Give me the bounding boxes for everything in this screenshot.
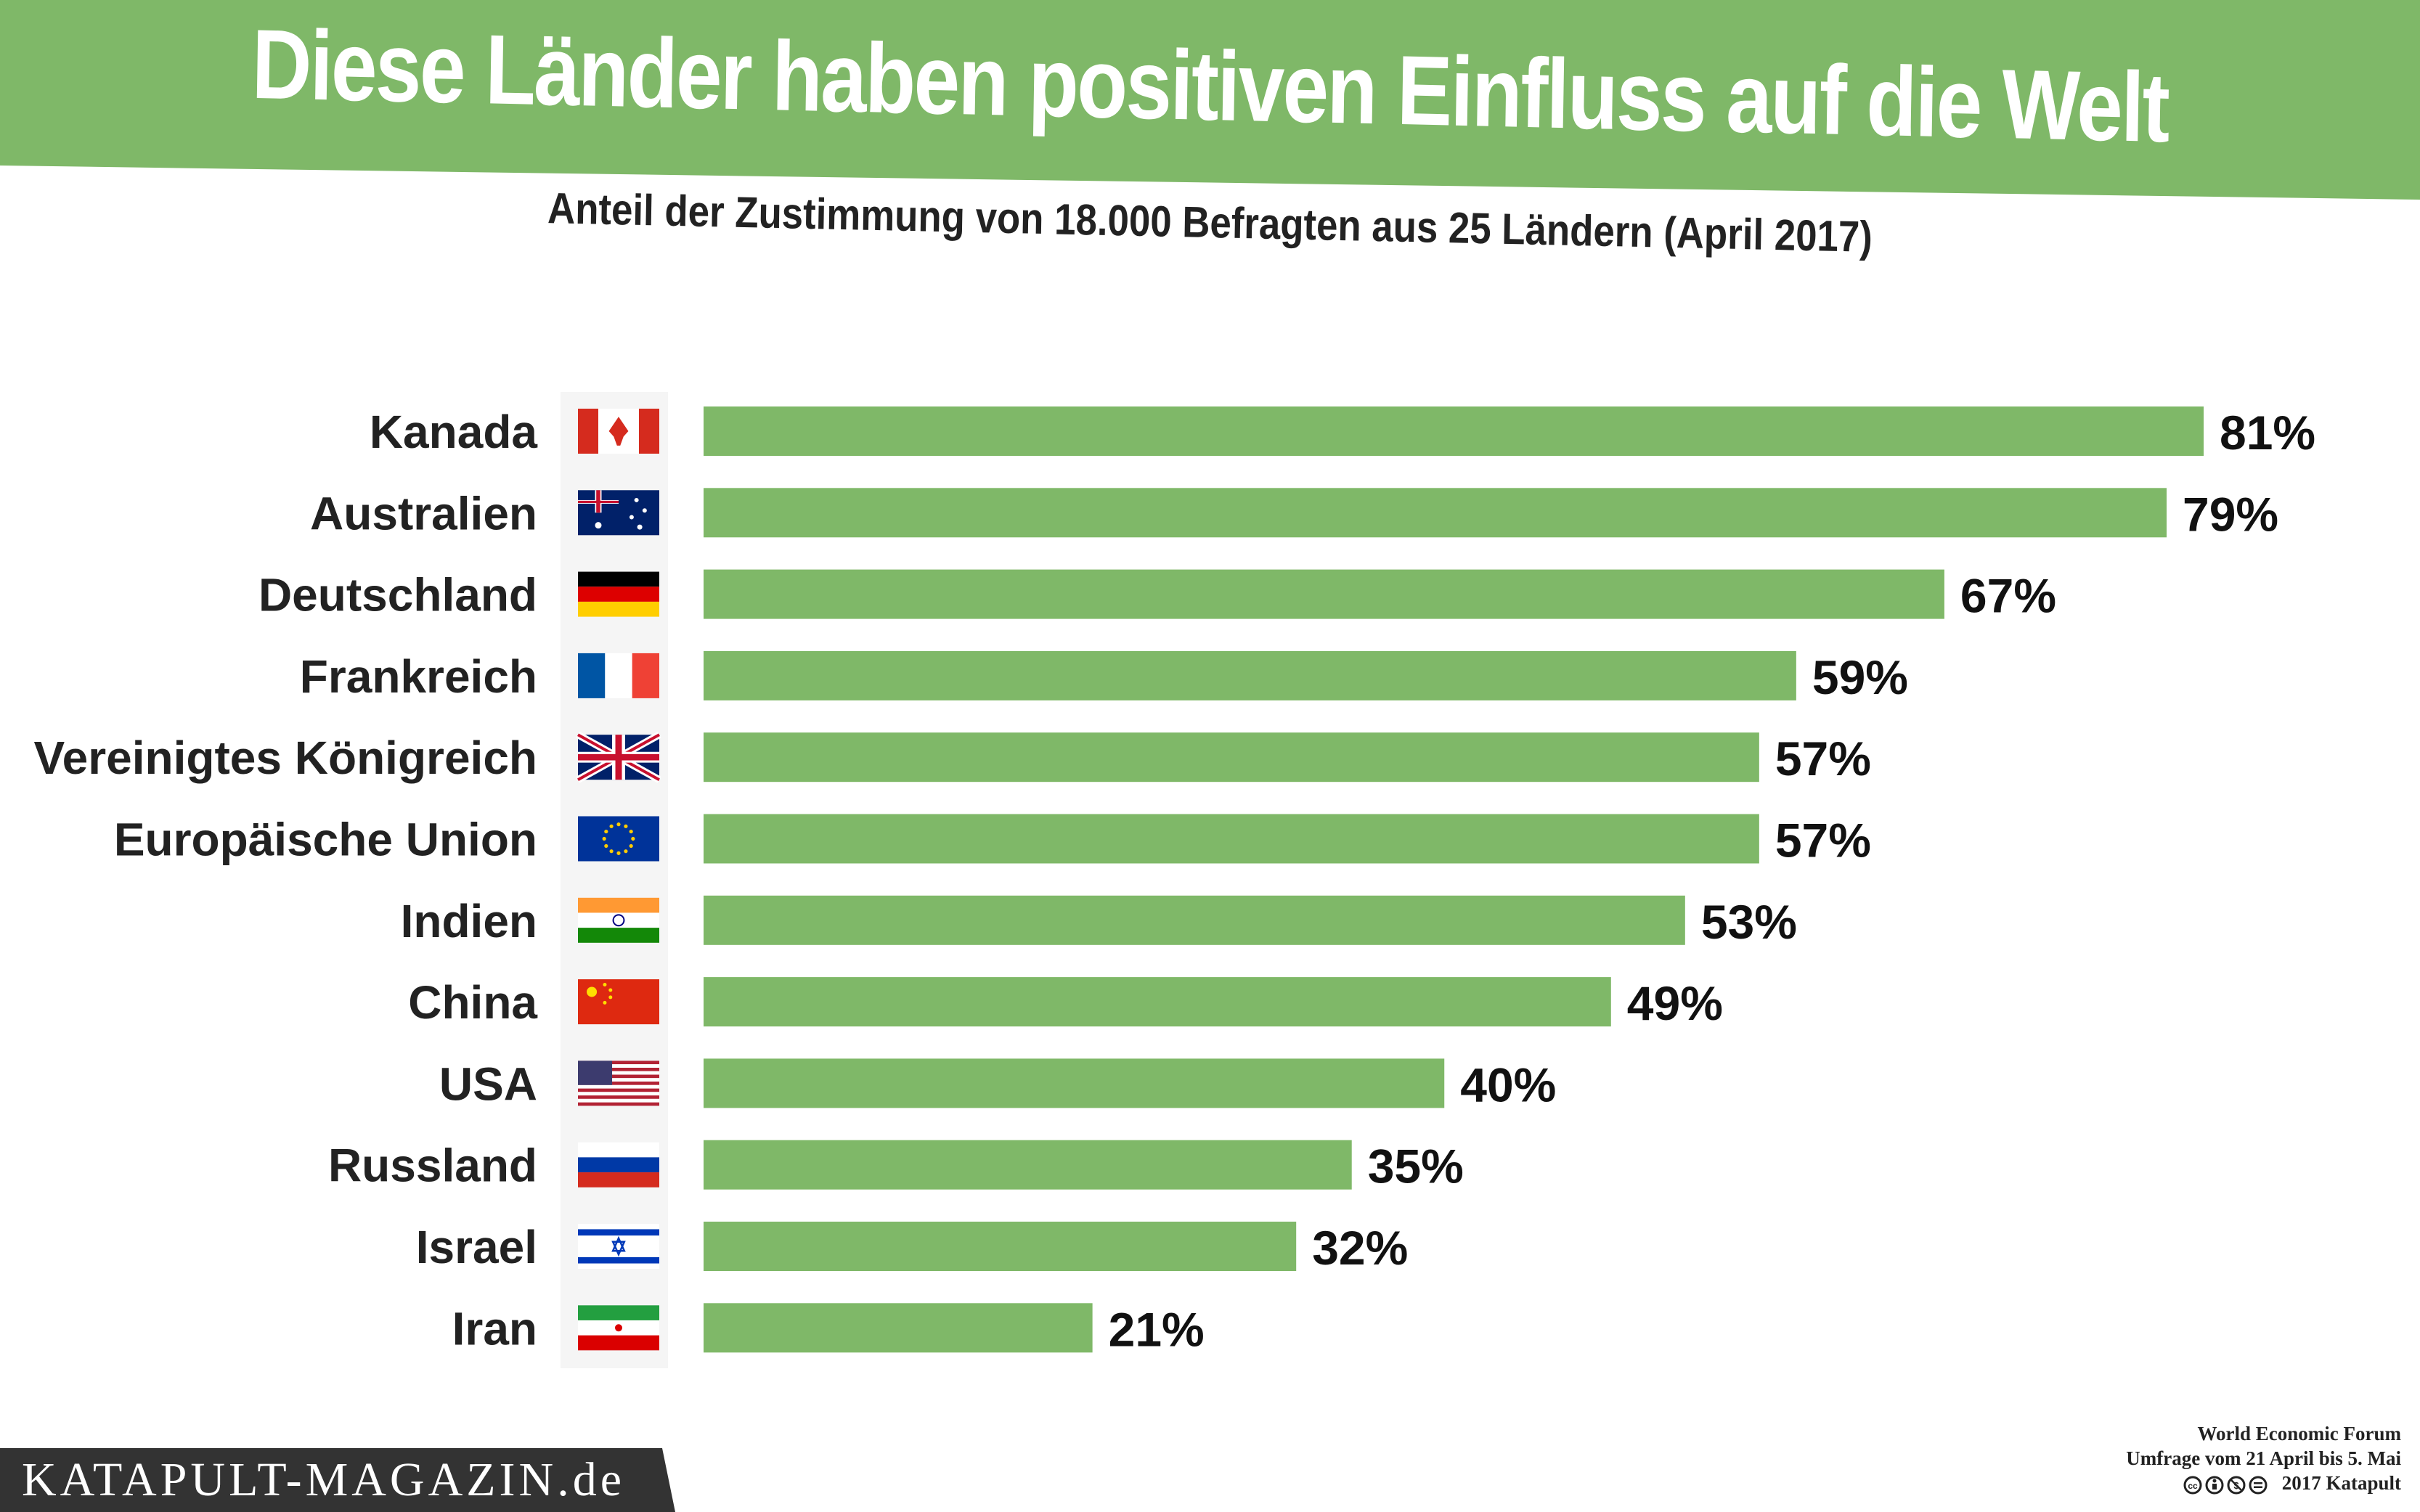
country-label: Iran [452, 1302, 537, 1354]
eu-flag-icon [578, 817, 659, 862]
source-line-2: Umfrage vom 21 April bis 5. Mai [2126, 1446, 2401, 1471]
israel-flag-icon [578, 1224, 659, 1269]
country-label: Frankreich [300, 650, 537, 703]
iran-flag-icon [578, 1305, 659, 1350]
bar-row: Europäische Union 57% [114, 814, 1871, 867]
value-label: 40% [1460, 1058, 1556, 1111]
country-label: Australien [310, 487, 537, 539]
value-label: 67% [1960, 569, 2056, 623]
china-flag-icon [578, 979, 659, 1024]
bar-row: Vereinigtes Königreich 57% [33, 732, 1870, 785]
bar-row: Australien 79% [310, 487, 2278, 541]
country-label: Deutschland [258, 569, 537, 621]
copyright-line: cc $ 2017 Katapult [2126, 1471, 2401, 1495]
australia-flag-icon [578, 490, 659, 535]
svg-text:cc: cc [2188, 1481, 2198, 1491]
bar-row: Kanada 81% [370, 406, 2315, 459]
country-label: USA [439, 1058, 537, 1110]
copyright-text: 2017 Katapult [2282, 1472, 2401, 1494]
value-label: 35% [1368, 1140, 1464, 1193]
cc-license-icons: cc $ [2183, 1475, 2276, 1495]
bar-row: China 49% [408, 976, 1723, 1030]
bar [704, 977, 1611, 1026]
bar-row: Deutschland 67% [258, 569, 2056, 623]
country-label: Vereinigtes Königreich [33, 732, 537, 784]
value-label: 21% [1109, 1302, 1205, 1356]
source-line-1: World Economic Forum [2126, 1421, 2401, 1446]
value-label: 32% [1312, 1221, 1408, 1275]
bar-row: Russland 35% [328, 1140, 1464, 1193]
bar [704, 1140, 1352, 1190]
country-label: Europäische Union [114, 814, 537, 866]
russia-flag-icon [578, 1143, 659, 1188]
value-label: 57% [1775, 814, 1871, 867]
country-label: China [408, 976, 537, 1029]
bar [704, 651, 1796, 700]
bar [704, 1058, 1444, 1108]
usa-flag-icon [578, 1061, 659, 1106]
country-label: Indien [401, 895, 537, 947]
value-label: 79% [2183, 487, 2278, 541]
country-label: Russland [328, 1140, 537, 1192]
value-label: 57% [1775, 732, 1871, 785]
bar-row: USA 40% [439, 1058, 1556, 1111]
canada-flag-icon [578, 409, 659, 454]
bar [704, 406, 2204, 456]
bar-chart: Kanada 81% Australien 79% Deutschland 67% Fran… [0, 0, 2420, 1512]
country-label: Kanada [370, 406, 538, 458]
bar [704, 1303, 1093, 1352]
bar [704, 1222, 1296, 1271]
value-label: 49% [1627, 976, 1723, 1030]
value-label: 81% [2220, 406, 2315, 459]
bar-row: Frankreich 59% [300, 650, 1908, 704]
bar-row: Israel 32% [416, 1221, 1409, 1275]
bar [704, 570, 1944, 619]
bar [704, 732, 1759, 782]
bar [704, 896, 1685, 945]
bar [704, 814, 1759, 864]
brand-footer[interactable]: KATAPULT-MAGAZIN.de [0, 1448, 675, 1512]
value-label: 53% [1701, 895, 1797, 949]
bar-row: Indien 53% [401, 895, 1797, 949]
bar [704, 488, 2167, 537]
india-flag-icon [578, 898, 659, 943]
brand-link[interactable]: KATAPULT-MAGAZIN.de [22, 1452, 625, 1508]
source-note: World Economic Forum Umfrage vom 21 Apri… [2126, 1421, 2401, 1495]
value-label: 59% [1812, 650, 1908, 704]
uk-flag-icon [578, 735, 659, 780]
germany-flag-icon [578, 572, 659, 617]
bar-row: Iran 21% [452, 1302, 1205, 1356]
france-flag-icon [578, 653, 659, 698]
country-label: Israel [416, 1221, 537, 1273]
